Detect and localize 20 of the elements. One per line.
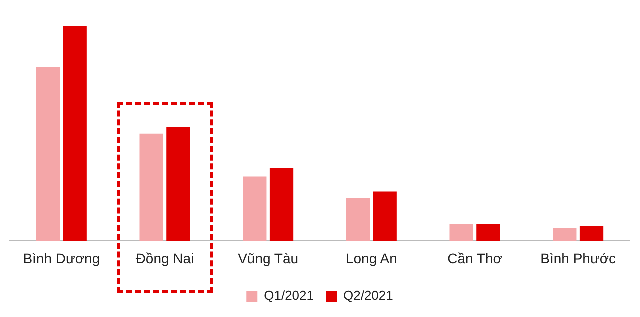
bar — [140, 134, 164, 242]
bar — [36, 67, 60, 242]
bar — [243, 176, 267, 242]
bar — [580, 226, 604, 242]
bar — [63, 26, 87, 242]
x-tick-label: Cần Thơ — [448, 250, 502, 266]
legend-label: Q2/2021 — [344, 288, 394, 304]
bar — [450, 224, 474, 242]
bar — [166, 127, 190, 242]
bar — [553, 228, 577, 242]
x-tick-label: Bình Dương — [23, 250, 100, 266]
bar — [270, 168, 294, 242]
bar — [346, 198, 370, 242]
x-tick-label: Bình Phước — [540, 250, 616, 266]
x-tick-label: Long An — [346, 250, 398, 266]
bar — [476, 224, 500, 242]
legend-label: Q1/2021 — [264, 288, 314, 304]
x-tick-label: Vũng Tàu — [238, 250, 299, 266]
x-tick-label: Đồng Nai — [136, 250, 194, 266]
bar — [373, 192, 397, 242]
